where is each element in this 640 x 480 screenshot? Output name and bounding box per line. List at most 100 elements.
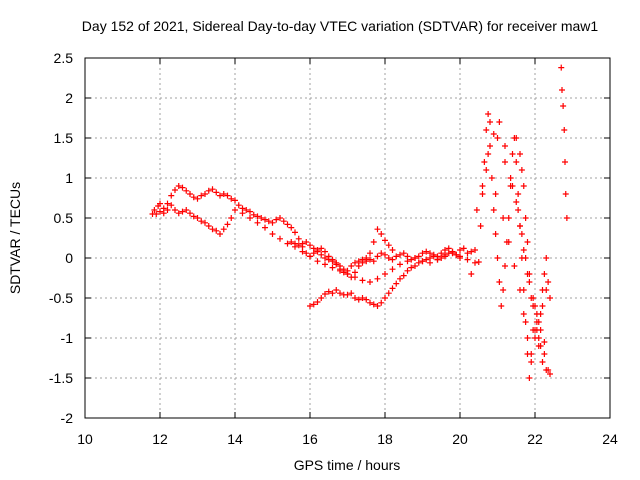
axis-ticks [84, 57, 611, 419]
data-point [541, 339, 548, 345]
data-point [430, 253, 437, 260]
data-point [541, 271, 548, 277]
data-point [157, 200, 163, 207]
data-point [545, 367, 552, 373]
data-point [522, 255, 529, 261]
data-point [179, 184, 186, 191]
data-point [269, 231, 276, 237]
data-point [515, 207, 522, 213]
data-point [352, 295, 358, 301]
data-point [457, 255, 463, 261]
data-point [151, 207, 158, 213]
data-point [382, 237, 388, 244]
data-point [547, 371, 553, 377]
data-point [374, 253, 381, 260]
data-point [355, 296, 362, 303]
series-group [468, 64, 570, 381]
data-point [400, 272, 407, 279]
data-point [427, 255, 433, 261]
data-point [487, 143, 493, 149]
data-point [404, 258, 411, 265]
data-point [537, 327, 544, 333]
data-point [543, 255, 550, 261]
data-point [473, 207, 480, 213]
data-point [295, 242, 302, 249]
data-point [314, 299, 321, 305]
data-point [378, 231, 385, 237]
data-point [307, 303, 313, 309]
data-point [359, 259, 366, 266]
data-point [378, 250, 385, 257]
data-point [329, 264, 336, 271]
data-point [517, 223, 523, 229]
data-point [352, 269, 358, 276]
data-point [202, 191, 208, 197]
data-point [367, 256, 373, 263]
data-point [488, 175, 495, 181]
x-tick-label: 12 [152, 431, 168, 447]
data-point [532, 335, 538, 341]
data-point [502, 159, 508, 165]
data-point [217, 192, 223, 199]
data-point [513, 199, 520, 205]
data-point [539, 359, 546, 365]
data-point [382, 295, 388, 301]
data-point [490, 131, 497, 137]
data-point [415, 259, 422, 266]
data-point [310, 245, 317, 252]
data-point [299, 248, 306, 255]
data-point [517, 151, 523, 157]
data-point [292, 229, 298, 236]
data-point [202, 219, 208, 226]
data-point [530, 303, 537, 309]
data-point [205, 187, 212, 194]
data-point [363, 296, 370, 303]
data-point [518, 167, 525, 173]
data-point [475, 259, 482, 265]
data-point [524, 335, 531, 341]
data-point [303, 250, 310, 257]
data-point [333, 259, 340, 266]
data-point [183, 187, 190, 194]
data-point [277, 215, 283, 221]
data-point [502, 143, 508, 149]
data-point [464, 250, 471, 257]
data-point [217, 231, 223, 237]
data-point [412, 255, 418, 261]
data-point [505, 239, 512, 245]
data-point [513, 135, 520, 141]
data-point [247, 208, 253, 215]
data-point [325, 256, 332, 263]
data-point [539, 303, 546, 309]
data-point [562, 159, 568, 165]
data-point [520, 311, 527, 317]
data-point [509, 183, 516, 189]
data-point [348, 290, 355, 297]
data-point [250, 211, 257, 218]
data-point [288, 224, 295, 231]
data-point [348, 274, 355, 281]
data-point [172, 187, 178, 193]
data-point [168, 202, 175, 209]
series-group [307, 248, 463, 309]
data-point [419, 250, 426, 257]
data-point [457, 247, 463, 253]
data-point [528, 359, 535, 365]
data-point [224, 192, 231, 199]
data-point [397, 261, 403, 268]
data-point [485, 151, 492, 157]
data-point [235, 202, 242, 209]
data-point [232, 197, 238, 204]
data-point [515, 191, 522, 197]
data-point [224, 221, 231, 228]
data-point [355, 263, 362, 269]
data-point [464, 256, 471, 263]
data-point [329, 258, 336, 265]
data-point [537, 343, 544, 349]
x-tick-label: 24 [602, 431, 618, 447]
data-point [389, 256, 396, 263]
data-point [522, 319, 529, 325]
data-point [325, 288, 332, 295]
y-tick-label: 0.5 [54, 210, 74, 226]
plot-frame [84, 57, 611, 419]
